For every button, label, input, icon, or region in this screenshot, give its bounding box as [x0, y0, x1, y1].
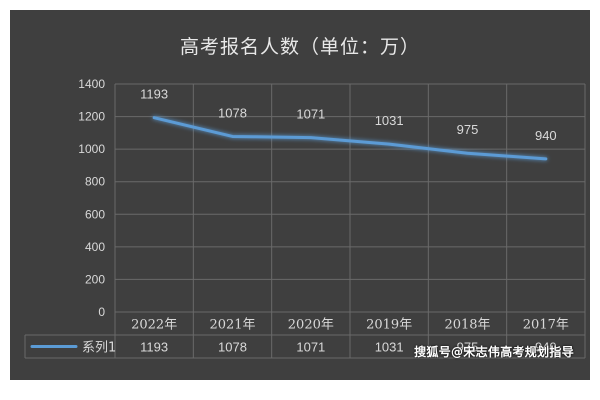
y-tick-label: 600: [85, 207, 105, 221]
watermark: 搜狐号@宋志伟高考规划指导: [414, 345, 574, 359]
x-category-label: 2018年: [444, 318, 490, 333]
data-label: 1071: [296, 107, 325, 122]
data-label: 1078: [218, 105, 247, 120]
y-tick-label: 1400: [78, 77, 105, 91]
y-tick-label: 400: [85, 240, 105, 254]
chart-panel: 高考报名人数（单位：万） 2022年 2021年 2020年 2019年 2018年 20…: [10, 10, 590, 380]
x-category-label: 2020年: [288, 318, 334, 333]
table-value-cell: 975: [457, 340, 479, 355]
data-label: 940: [535, 128, 557, 143]
data-label: 1031: [375, 113, 404, 128]
table-value-cell: 1078: [218, 340, 247, 355]
label-layer: 0 200 400 600 800 1000 1200 1400 1193 1078 1071 103…: [78, 77, 556, 319]
data-label: 1193: [140, 87, 168, 102]
x-category-label: 2017年: [523, 318, 569, 333]
y-tick-label: 1200: [78, 110, 105, 124]
y-tick-label: 1000: [78, 142, 105, 156]
table-value-cell: 1071: [296, 340, 325, 355]
series-line: [152, 116, 548, 161]
data-label: 975: [457, 122, 479, 137]
y-tick-label: 200: [85, 272, 105, 286]
table-value-cell: 1193: [140, 340, 168, 355]
table-value-cell: 940: [535, 340, 557, 355]
y-tick-label: 800: [85, 175, 105, 189]
x-category-label: 2022年: [131, 318, 177, 333]
table-value-cell: 1031: [375, 340, 404, 355]
legend-series-name: 系列1: [82, 341, 116, 356]
chart-title: 高考报名人数（单位：万）: [179, 36, 420, 58]
x-category-label: 2021年: [209, 318, 255, 333]
series-layer: [152, 116, 548, 161]
grid-layer: [114, 83, 586, 358]
y-tick-label: 0: [98, 305, 105, 319]
x-category-label: 2019年: [366, 318, 412, 333]
